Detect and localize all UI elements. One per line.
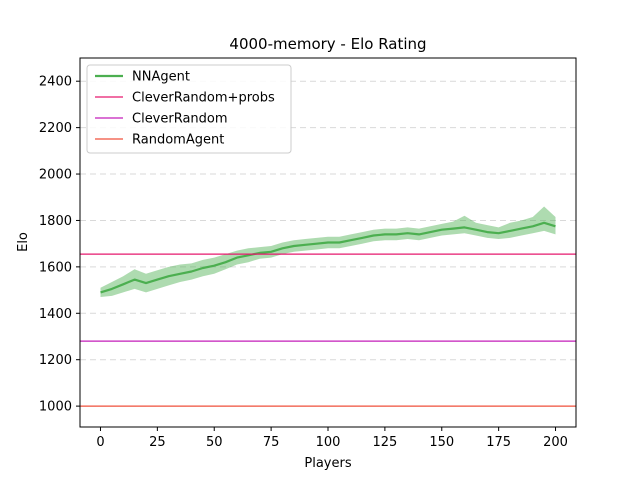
x-axis-label: Players [304,456,351,471]
x-axis-ticks: 0 25 50 75 100 125 150 175 200 [96,427,568,450]
legend-label: RandomAgent [132,133,224,148]
x-tick-label: 150 [429,435,454,450]
nnagent-line [100,221,556,294]
x-tick-label: 125 [372,435,397,450]
legend: NNAgent CleverRandom+probs CleverRandom Ran… [86,64,292,154]
y-tick-label: 1400 [39,307,72,322]
x-tick-label: 25 [149,435,166,450]
chart-title: 4000-memory - Elo Rating [229,35,426,53]
legend-box [86,64,292,154]
y-axis-ticks: 1000 1200 1400 1600 1800 2000 2200 2400 [39,75,80,415]
y-tick-label: 1200 [39,353,72,368]
x-tick-label: 175 [486,435,511,450]
series-line-layer [80,221,576,407]
x-tick-label: 200 [543,435,568,450]
legend-label: CleverRandom+probs [132,91,275,106]
x-tick-label: 100 [316,435,341,450]
legend-label: CleverRandom [132,112,228,127]
y-tick-label: 1800 [39,214,72,229]
x-tick-label: 50 [206,435,223,450]
x-tick-label: 0 [96,435,104,450]
confidence-band-layer [100,206,556,297]
y-tick-label: 2400 [39,75,72,90]
x-tick-label: 75 [263,435,280,450]
y-tick-label: 2200 [39,121,72,136]
y-tick-label: 2000 [39,168,72,183]
y-tick-label: 1000 [39,400,72,415]
nnagent-confidence-band [100,206,556,297]
legend-label: NNAgent [132,70,190,85]
y-axis-label: Elo [16,232,31,252]
y-tick-label: 1600 [39,260,72,275]
